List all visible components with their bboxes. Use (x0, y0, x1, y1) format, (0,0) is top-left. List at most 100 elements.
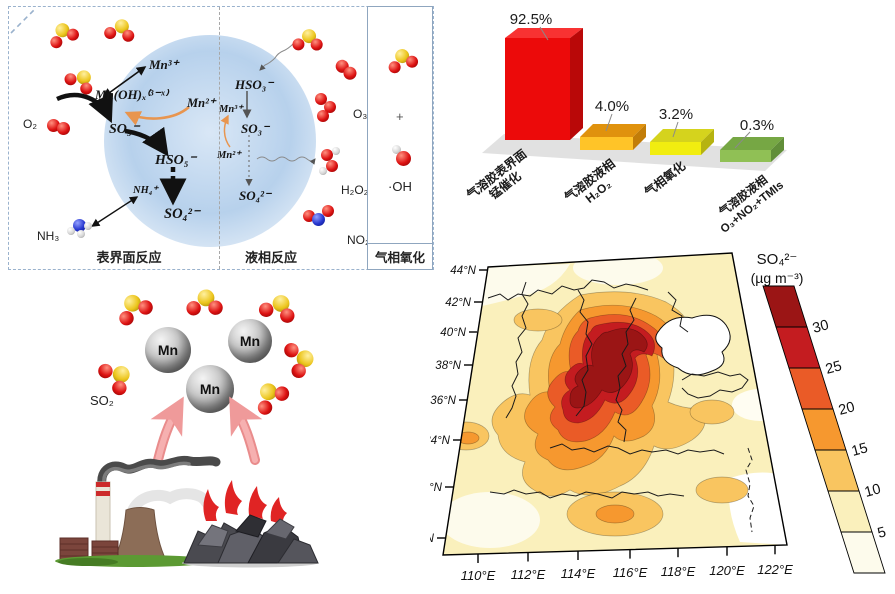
mn-particle: Mn (145, 327, 191, 373)
colorbar-label: 20 (837, 399, 857, 419)
lon-label: 116°E (613, 565, 648, 580)
power-plant-illustration (55, 455, 221, 567)
aqueous-section-label: 液相反应 (244, 250, 297, 265)
hydrogen-atom (77, 230, 85, 238)
contour-above-30 (569, 327, 648, 409)
label-o2: O₂ (23, 117, 37, 131)
species-so4-surface: SO₄²⁻ (164, 206, 200, 222)
colorbar-title: SO₄²⁻ (757, 251, 798, 268)
oxygen-atom (309, 37, 324, 52)
oxygen-atom (405, 54, 419, 69)
bar4-front (720, 150, 771, 162)
species-mn2: Mn²⁺ (187, 96, 216, 110)
mn-particle-label: Mn (239, 333, 261, 349)
lat-ticks (437, 269, 487, 539)
lon-label: 118°E (661, 564, 696, 579)
province-boundary (615, 297, 637, 443)
hydrogen-atom (67, 227, 75, 235)
panel-mechanism: Mn³⁺ Mn(OH)ₓ⁽³⁻ˣ⁾ Mn²⁺ SO₅⁻ HSO₅⁻ NH₄⁺ S… (8, 6, 434, 270)
grass-shade (58, 558, 118, 566)
bar3-side (701, 129, 714, 155)
smoke-plume (97, 455, 221, 489)
species-mnoh: Mn(OH)ₓ⁽³⁻ˣ⁾ (95, 87, 168, 102)
so2-molecule (247, 373, 296, 422)
lat-label: 42°N (445, 297, 471, 309)
colorbar (762, 285, 886, 574)
contour-15-20 (595, 504, 635, 524)
province-boundaries (487, 279, 755, 533)
label-h2o2: H₂O₂ (341, 183, 369, 197)
value-label-bar2: 4.0% (595, 98, 629, 115)
panel-bar-chart: 92.5% 4.0% 3.2% 0.3% 气溶胶表界面 锰催化 气溶胶液相 H₂… (435, 0, 895, 240)
colorbar-label: 10 (863, 481, 883, 501)
panel-sulfate-map: 44°N 42°N 40°N 38°N 36°N 34°N 32°N 30°N … (408, 240, 895, 594)
bar2-top (580, 124, 646, 137)
contour-10-15 (513, 308, 563, 332)
building-brick-lines (60, 543, 118, 557)
hydrogen-atom (332, 147, 340, 155)
species-so3: SO₃⁻ (241, 121, 270, 136)
species-hso3: HSO₃⁻ (235, 77, 274, 92)
oxygen-atom (322, 205, 334, 217)
gas-phase-box: + ·OH 气相氧化 (367, 6, 433, 270)
smoke-plume-highlight (102, 461, 191, 484)
species-so4-aq: SO₄²⁻ (239, 188, 271, 203)
plus-sign: + (396, 109, 404, 124)
flame (203, 489, 219, 521)
colorbar-label: 15 (850, 440, 870, 460)
aerosol-particle (104, 35, 316, 247)
bar-chart-svg: 92.5% 4.0% 3.2% 0.3% (482, 11, 787, 171)
label-no2: NO₂ (347, 233, 370, 247)
lat-label: 36°N (430, 395, 456, 407)
chart-floor (482, 134, 787, 171)
lon-label: 120°E (709, 563, 745, 578)
bar4-side (771, 137, 784, 162)
contour-10-15 (695, 476, 749, 504)
lat-label: 40°N (440, 327, 466, 339)
species-hso5: HSO₅⁻ (155, 153, 197, 168)
bar1-side (570, 28, 583, 140)
bar3-top (650, 129, 714, 142)
sulfate-map-svg: 44°N 42°N 40°N 38°N 36°N 34°N 32°N 30°N … (408, 251, 888, 583)
lat-label: 34°N (430, 435, 451, 447)
hydrogen-atom (392, 145, 401, 154)
lon-label: 122°E (757, 562, 793, 577)
so2-molecule (386, 45, 420, 79)
contour-below-5 (573, 253, 663, 285)
so2-label: SO₂ (90, 393, 114, 408)
chimney-stripe (96, 482, 110, 487)
flame (248, 486, 267, 519)
sea-bohai-bay (655, 314, 731, 376)
species-so5: SO₅⁻ (109, 122, 140, 137)
lon-label: 110°E (461, 568, 496, 583)
leader-line-bar4 (734, 131, 751, 149)
hydrogen-atom (84, 222, 92, 230)
province-boundary (667, 291, 689, 333)
mn-particle: Mn (186, 365, 234, 413)
oxygen-atom (47, 119, 60, 132)
emission-arrow-right (229, 396, 263, 463)
bar2-front (580, 137, 633, 150)
o2-molecule (328, 54, 368, 94)
oxygen-atom (396, 151, 411, 166)
oh-radical-molecule (390, 145, 420, 175)
bar3-front (650, 142, 701, 155)
bar1-front (505, 38, 570, 140)
map-frame (442, 252, 788, 556)
flame (224, 480, 242, 515)
oxygen-atom (207, 299, 224, 316)
oxygen-atom (315, 93, 327, 105)
corner-notch-mask (9, 7, 32, 30)
nitrogen-atom (312, 213, 325, 226)
value-label-bar1: 92.5% (510, 11, 553, 28)
o3-molecule (315, 93, 345, 123)
province-boundary (487, 279, 649, 301)
colorbar-label: 25 (824, 358, 844, 378)
burning-coal-illustration (182, 480, 319, 568)
label-o3: O₃ (353, 107, 368, 121)
species-mn3: Mn³⁺ (149, 57, 179, 72)
mn-particle-label: Mn (157, 342, 179, 358)
so2-molecule (101, 13, 139, 51)
so2-molecule (291, 25, 326, 60)
